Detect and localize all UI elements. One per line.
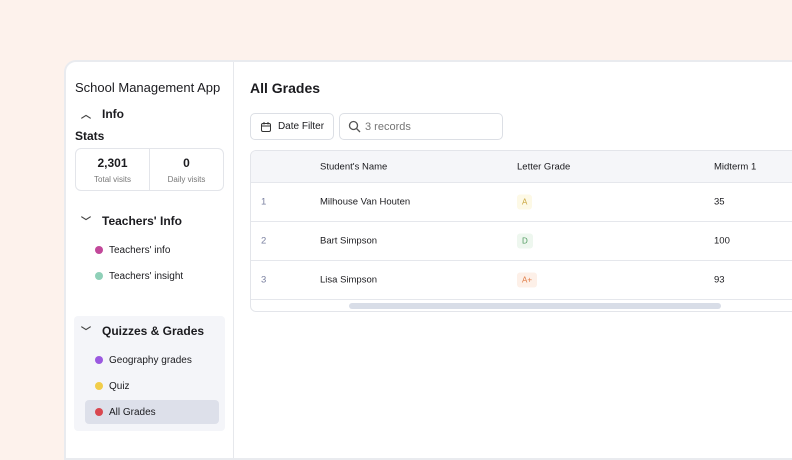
item-label: Quiz: [109, 380, 130, 392]
column-header[interactable]: Letter Grade: [517, 161, 571, 172]
row-number: 3: [261, 274, 267, 286]
dot-icon: [95, 382, 103, 390]
student-name: Bart Simpson: [320, 235, 378, 247]
section-label: Info: [102, 106, 124, 121]
grade-badge: A+: [517, 272, 538, 288]
table-row[interactable]: 2 Bart Simpson D 100: [251, 222, 792, 261]
button-label: Date Filter: [277, 121, 325, 132]
app-title: School Management App: [75, 80, 221, 95]
chevron-down-icon: ﹀: [81, 327, 91, 338]
stat-daily-visits: 0 Daily visits: [149, 149, 223, 190]
student-name: Lisa Simpson: [320, 274, 378, 286]
row-number: 2: [261, 235, 267, 247]
search-input[interactable]: [365, 120, 485, 133]
dot-icon: [95, 356, 103, 364]
sidebar-item-geography-grades[interactable]: Geography grades: [85, 348, 219, 372]
table-header: Student's Name Letter Grade Midterm 1: [251, 151, 792, 183]
student-name: Milhouse Van Houten: [320, 196, 411, 208]
dot-icon: [95, 272, 103, 280]
item-label: All Grades: [109, 406, 156, 418]
midterm-score: 35: [714, 196, 725, 208]
stat-value: 2,301: [97, 156, 128, 170]
row-number: 1: [261, 196, 267, 208]
search-box[interactable]: [339, 113, 503, 140]
grade-badge: D: [517, 233, 533, 249]
sidebar-item-teachers-insight[interactable]: Teachers' insight: [85, 264, 219, 288]
chevron-up-icon: ︿: [81, 110, 91, 121]
calendar-icon: [260, 121, 271, 132]
sidebar: School Management App ︿ Info Stats 2,301 T…: [66, 62, 234, 458]
stat-total-visits: 2,301 Total visits: [76, 149, 149, 190]
chevron-down-icon: ﹀: [81, 217, 91, 228]
item-label: Teachers' insight: [109, 270, 184, 282]
column-header[interactable]: Student's Name: [320, 161, 388, 172]
stats-card: 2,301 Total visits 0 Daily visits: [75, 148, 224, 191]
stat-label: Daily visits: [167, 175, 206, 184]
table-row[interactable]: 3 Lisa Simpson A+ 93: [251, 261, 792, 300]
grades-table: Student's Name Letter Grade Midterm 1 1 …: [250, 150, 792, 312]
midterm-score: 93: [714, 274, 725, 286]
section-label: Teachers' Info: [102, 213, 182, 228]
horizontal-scrollbar[interactable]: [349, 303, 721, 309]
sidebar-item-quiz[interactable]: Quiz: [85, 374, 219, 398]
item-label: Teachers' info: [109, 244, 171, 256]
search-icon: [348, 120, 361, 133]
grade-badge: A: [517, 194, 533, 210]
main-content: All Grades Date Filter Student's Name Le…: [234, 62, 792, 458]
stat-value: 0: [183, 156, 190, 170]
stats-label: Stats: [75, 129, 105, 143]
dot-icon: [95, 408, 103, 416]
section-label: Quizzes & Grades: [102, 323, 205, 338]
column-header[interactable]: Midterm 1: [714, 161, 757, 172]
quizzes-section-toggle[interactable]: ﹀ Quizzes & Grades: [78, 323, 205, 339]
teachers-section-toggle[interactable]: ﹀ Teachers' Info: [78, 213, 182, 229]
page-title: All Grades: [250, 80, 321, 96]
sidebar-item-teachers-info[interactable]: Teachers' info: [85, 238, 219, 262]
item-label: Geography grades: [109, 354, 192, 366]
table-row[interactable]: 1 Milhouse Van Houten A 35: [251, 183, 792, 222]
stat-label: Total visits: [94, 175, 131, 184]
date-filter-button[interactable]: Date Filter: [250, 113, 334, 140]
app-window: School Management App ︿ Info Stats 2,301 T…: [64, 60, 792, 460]
sidebar-item-all-grades[interactable]: All Grades: [85, 400, 219, 424]
midterm-score: 100: [714, 235, 730, 247]
info-section-toggle[interactable]: ︿ Info: [78, 106, 124, 122]
dot-icon: [95, 246, 103, 254]
